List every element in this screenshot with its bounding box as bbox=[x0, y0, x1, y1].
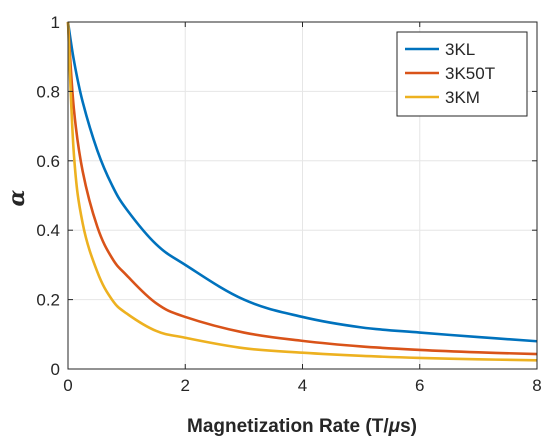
x-tick-label: 8 bbox=[532, 376, 541, 395]
legend-label-3k50t: 3K50T bbox=[445, 64, 495, 83]
y-tick-label: 1 bbox=[51, 13, 60, 32]
legend-label-3km: 3KM bbox=[445, 88, 480, 107]
legend-label-3kl: 3KL bbox=[445, 40, 475, 59]
series-line-3km bbox=[66, 21, 538, 362]
x-tick-label: 0 bbox=[63, 376, 72, 395]
y-tick-label: 0.2 bbox=[36, 291, 60, 310]
x-axis-label: Magnetization Rate (T/μs) bbox=[187, 416, 417, 437]
x-tick-label: 2 bbox=[181, 376, 190, 395]
y-tick-label: 0.6 bbox=[36, 152, 60, 171]
y-axis-label: α bbox=[4, 189, 30, 206]
x-tick-labels: 0 2 4 6 8 bbox=[63, 376, 541, 395]
series-line-3kl bbox=[66, 21, 538, 343]
series-group bbox=[66, 21, 538, 362]
series-line-3k50t bbox=[66, 21, 538, 356]
y-tick-label: 0 bbox=[51, 360, 60, 379]
x-tick-label: 4 bbox=[298, 376, 307, 395]
y-tick-labels: 0 0.2 0.4 0.6 0.8 1 bbox=[36, 13, 60, 379]
legend: 3KL 3K50T 3KM bbox=[396, 31, 528, 117]
y-tick-label: 0.4 bbox=[36, 221, 60, 240]
axis-ticks bbox=[67, 21, 538, 370]
y-tick-label: 0.8 bbox=[36, 82, 60, 101]
x-tick-label: 6 bbox=[415, 376, 424, 395]
